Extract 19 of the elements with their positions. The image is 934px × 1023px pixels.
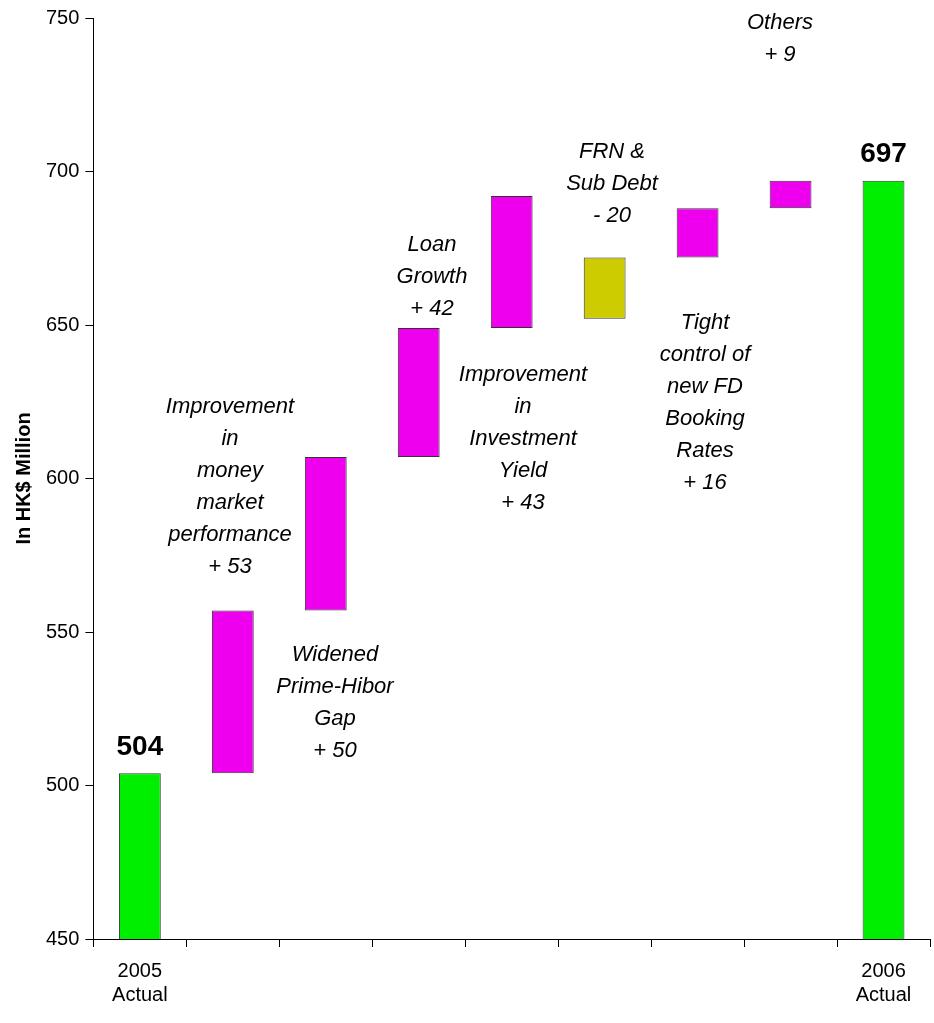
y-tick-label: 450	[45, 926, 80, 949]
y-tick-label: 700	[45, 159, 80, 182]
y-tick-label: 750	[45, 5, 80, 28]
y-tick-label: 550	[45, 619, 80, 642]
annotation: Widened Prime-Hibor Gap + 50	[276, 641, 396, 763]
data-label: 504	[116, 729, 164, 761]
x-tick-label: 2006 Actual	[855, 958, 912, 1005]
annotation: Improvement in money market performance + 53	[165, 393, 296, 579]
y-tick-label: 500	[45, 773, 80, 796]
annotation: FRN & Sub Debt - 20	[566, 138, 659, 228]
y-tick-label: 650	[45, 312, 80, 335]
y-axis-title: In HK$ Million	[11, 412, 34, 545]
annotation: Others + 9	[746, 9, 814, 67]
data-label: 697	[860, 137, 907, 169]
y-tick-label: 600	[45, 466, 80, 489]
x-tick-label: 2005 Actual	[112, 958, 168, 1005]
annotation: Tight control of new FD Booking Rates + 16	[659, 309, 754, 495]
annotation: Loan Growth + 42	[396, 231, 468, 321]
annotation: Improvement in Investment Yield + 43	[458, 361, 589, 515]
